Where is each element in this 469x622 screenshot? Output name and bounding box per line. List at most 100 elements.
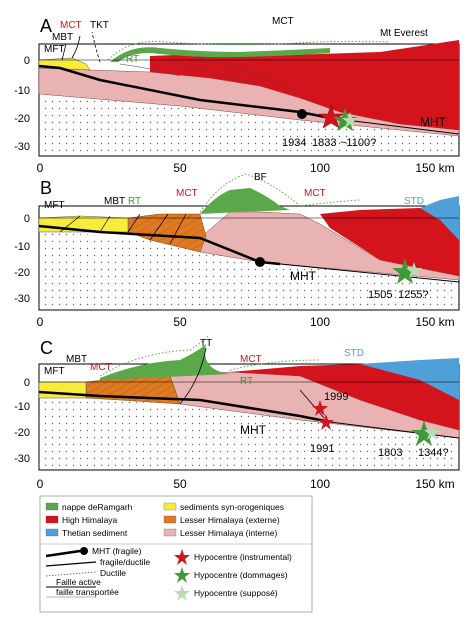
legend-label-ductile: Ductile <box>100 568 126 578</box>
panel-a-label-rt: RT <box>126 54 139 65</box>
legend-swatch-lesser-interne <box>163 528 177 537</box>
panel-b-distance-tick: 50 <box>173 315 187 329</box>
panel-b-hypocentre-1255 <box>406 262 422 278</box>
panel-c-label-mbt: MBT <box>66 354 87 365</box>
panel-a-hypocentre-1833 <box>318 104 344 129</box>
panel-c-label-mct1: MCT <box>90 362 112 373</box>
panel-a-ductile-lines <box>119 57 301 93</box>
legend-symbol-mht <box>45 549 81 558</box>
panel-a-depth-tick: -30 <box>14 141 30 153</box>
legend-symbol-fragile-ductile <box>45 561 97 567</box>
panel-c-distance-tick: 50 <box>173 477 187 491</box>
panel-c-label-tt: TT <box>200 338 212 349</box>
panel-b-basement <box>39 232 459 310</box>
legend-label-thetian: Thetian sediment <box>62 528 128 538</box>
panel-c-label-mct2: MCT <box>240 354 262 365</box>
legend-label-fragile-ductile: fragile/ductile <box>100 557 150 567</box>
legend-label-high-himalaya: High Himalaya <box>62 515 118 525</box>
panel-b-hypocentre-mht <box>255 257 265 267</box>
panel-b-distance-tick: 100 <box>310 315 330 329</box>
panel-a-mbt-fault <box>71 35 81 59</box>
panel-b-mht-ductile <box>279 263 460 283</box>
legend-units: nappe deRamgarh High Himalaya Thetian se… <box>45 502 284 538</box>
legend-label-instrumental: Hypocentre (instrumental) <box>194 552 292 562</box>
panel-a-label-1934: 1934 <box>282 137 306 149</box>
panel-c-letter: C <box>40 338 53 358</box>
panel-b-letter: B <box>40 178 52 198</box>
panel-c-label-mht: MHT <box>240 423 267 437</box>
panel-c-label-1999: 1999 <box>324 391 348 403</box>
panel-b: B MFT MBT RT MCT BF MCT STD MHT 1505 125… <box>14 172 460 329</box>
panel-c-depth-tick: -10 <box>14 401 30 413</box>
panel-b-depth-tick: 0 <box>24 213 30 225</box>
panel-c-distance-tick: 100 <box>310 477 330 491</box>
panel-c-depth-tick: -30 <box>14 453 30 465</box>
panel-c-depth-axis: 0 -10 -20 -30 <box>14 377 30 465</box>
panel-b-label-mct1: MCT <box>176 188 198 199</box>
panel-c-mht-fault <box>38 390 331 424</box>
panel-c-label-1991: 1991 <box>310 443 334 455</box>
legend-label-ramgarh: nappe deRamgarh <box>62 502 133 512</box>
panel-a-label-mht: MHT <box>420 115 447 129</box>
panel-c: C MBT MCT MFT TT MCT RT STD 1999 MHT 199… <box>14 335 460 491</box>
panel-c-high-himalaya <box>230 360 459 430</box>
panel-b-label-1255: 1255? <box>398 289 429 301</box>
legend-swatch-thetian <box>45 528 59 537</box>
panel-b-depth-tick: -30 <box>14 293 30 305</box>
panel-a-basement <box>39 94 459 156</box>
legend-label-lesser-interne: Lesser Himalaya (interne) <box>180 528 277 538</box>
legend-symbol-mht-dot <box>80 547 88 555</box>
legend-label-dommages: Hypocentre (dommages) <box>194 570 288 580</box>
panel-b-label-mbt: MBT <box>104 196 125 207</box>
legend-hypocentres: Hypocentre (instrumental) Hypocentre (do… <box>174 549 292 601</box>
panel-c-tethyan-sediment <box>360 358 459 400</box>
panel-c-label-rt: RT <box>240 376 253 387</box>
legend-label-suppose: Hypocentre (supposé) <box>194 588 278 598</box>
panel-c-distance-tick: 0 <box>37 477 44 491</box>
panel-a-depth-tick: 0 <box>24 55 30 67</box>
panel-c-tt-fault <box>179 347 207 405</box>
panel-a-ramgarh-nappe <box>110 47 330 62</box>
panel-a-label-1833: 1833 <box>312 137 336 149</box>
legend-swatch-ramgarh <box>45 502 59 511</box>
panel-a-depth-axis: 0 -10 -20 -30 <box>14 55 30 153</box>
panel-a-letter: A <box>40 16 52 36</box>
panel-b-distance-tick: 0 <box>37 315 44 329</box>
legend-label-active: Faille active <box>56 577 101 587</box>
panel-b-label-std: STD <box>404 196 424 207</box>
panel-c-hypocentre-1344 <box>424 424 440 440</box>
panel-c-mht-ductile <box>329 421 460 439</box>
panel-b-label-1505: 1505 <box>368 289 392 301</box>
panel-b-label-mct2: MCT <box>304 188 326 199</box>
panel-c-hypocentre-1803 <box>411 420 437 446</box>
legend-label-mht: MHT (fragile) <box>92 546 142 556</box>
panel-c-depth-tick: -20 <box>14 427 30 439</box>
panel-a-distance-tick: 150 km <box>415 161 454 175</box>
panel-a-label-mct-top: MCT <box>272 16 294 27</box>
panel-c-hypocentre-1999 <box>312 400 328 416</box>
panel-c-label-std: STD <box>344 348 364 359</box>
panel-b-depth-axis: 0 -10 -20 -30 <box>14 213 30 305</box>
panel-b-distance-axis: 0 50 100 150 km <box>37 315 455 329</box>
panel-a-label-1100: ~1100? <box>340 137 376 149</box>
panel-c-distance-tick: 150 km <box>415 477 454 491</box>
legend-star-dommages <box>174 567 190 583</box>
panel-c-ramgarh-nappe <box>100 344 230 380</box>
panel-c-distance-axis: 0 50 100 150 km <box>37 477 455 491</box>
panel-c-basement <box>39 398 459 470</box>
panel-b-label-rt: RT <box>128 196 141 207</box>
panel-b-label-bf: BF <box>254 172 267 183</box>
panel-a-distance-tick: 100 <box>310 161 330 175</box>
panel-a-label-tkt: TKT <box>90 20 109 31</box>
panel-c-label-1803: 1803 <box>378 447 402 459</box>
panel-a-distance-tick: 0 <box>37 161 44 175</box>
panel-a-distance-tick: 50 <box>173 161 187 175</box>
panel-a-hypocentre-supposed <box>342 112 358 128</box>
panel-b-eroded-envelope <box>199 173 361 213</box>
panel-a-label-mft: MFT <box>44 44 65 55</box>
panel-b-depth-tick: -20 <box>14 267 30 279</box>
panel-a-hypocentre-1934 <box>297 109 307 119</box>
legend-label-lesser-externe: Lesser Himalaya (externe) <box>180 515 280 525</box>
panel-a-high-himalaya <box>150 40 459 130</box>
